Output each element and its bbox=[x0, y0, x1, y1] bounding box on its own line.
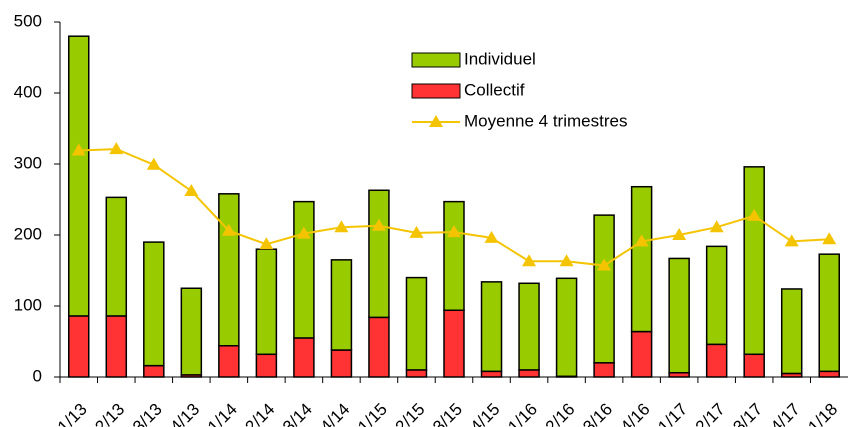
line-marker bbox=[634, 234, 649, 247]
line-marker bbox=[822, 232, 837, 245]
bar-segment bbox=[293, 200, 315, 339]
x-tick-label: 2/13 bbox=[91, 400, 128, 427]
bar-segment bbox=[218, 345, 240, 378]
line-marker bbox=[559, 254, 574, 267]
bar-segment bbox=[443, 200, 465, 312]
x-tick-label: 4/15 bbox=[467, 400, 504, 427]
bar-segment bbox=[480, 281, 503, 373]
legend-label: Individuel bbox=[464, 49, 536, 68]
x-tick-label: 1/17 bbox=[654, 400, 691, 427]
y-tick-label: 200 bbox=[14, 224, 42, 243]
bar-segment bbox=[180, 287, 203, 376]
bar-segment bbox=[255, 353, 278, 378]
legend-label: Collectif bbox=[464, 80, 525, 99]
x-tick-label: 2/15 bbox=[392, 400, 429, 427]
line-marker bbox=[71, 143, 86, 156]
bar-segment bbox=[630, 185, 653, 333]
line-marker bbox=[371, 218, 386, 231]
x-tick-label: 1/16 bbox=[504, 400, 541, 427]
y-tick-label: 300 bbox=[14, 153, 42, 172]
bar-segment bbox=[705, 343, 728, 378]
bar-segment bbox=[518, 369, 540, 378]
line-marker bbox=[409, 225, 424, 238]
bar-segment bbox=[518, 282, 540, 371]
bar-segment bbox=[818, 253, 840, 373]
x-tick-label: 4/17 bbox=[767, 400, 804, 427]
line-marker bbox=[709, 220, 724, 233]
line-marker bbox=[597, 258, 612, 271]
x-tick-label: 3/15 bbox=[429, 400, 466, 427]
bar-segment bbox=[293, 337, 315, 378]
x-tick-label: 1/15 bbox=[354, 400, 391, 427]
bar-segment bbox=[668, 257, 690, 374]
bar-segment bbox=[368, 316, 390, 378]
y-tick-label: 100 bbox=[14, 295, 42, 314]
bar-segment bbox=[443, 309, 465, 378]
bar-segment bbox=[405, 369, 428, 378]
x-tick-label: 3/17 bbox=[729, 400, 766, 427]
bar-segment bbox=[743, 353, 765, 378]
line-marker bbox=[484, 230, 499, 243]
line-marker bbox=[296, 226, 311, 239]
bar-segment bbox=[705, 245, 728, 346]
legend-swatch bbox=[411, 52, 461, 68]
bar-segment bbox=[68, 35, 90, 317]
x-tick-label: 4/14 bbox=[317, 400, 354, 427]
bar-segment bbox=[818, 370, 840, 378]
line-marker bbox=[221, 223, 236, 236]
bar-segment bbox=[105, 315, 128, 378]
line-marker bbox=[259, 237, 274, 250]
x-tick-label: 3/14 bbox=[279, 400, 316, 427]
y-tick-label: 0 bbox=[33, 366, 42, 385]
x-tick-label: 1/13 bbox=[54, 400, 91, 427]
bar-segment bbox=[330, 349, 353, 378]
bar-segment bbox=[218, 193, 240, 347]
bar-segment bbox=[555, 277, 578, 378]
x-tick-label: 3/13 bbox=[129, 400, 166, 427]
x-tick-label: 4/16 bbox=[617, 400, 654, 427]
line-marker bbox=[747, 208, 762, 221]
bar-segment bbox=[593, 214, 615, 364]
line-marker bbox=[447, 225, 461, 238]
line-marker bbox=[109, 142, 124, 155]
bar-segment bbox=[68, 315, 90, 378]
bar-segment bbox=[143, 241, 165, 367]
y-tick-label: 400 bbox=[14, 82, 42, 101]
x-tick-label: 1/18 bbox=[804, 400, 841, 427]
line-marker bbox=[784, 234, 799, 247]
x-tick-label: 4/13 bbox=[166, 400, 203, 427]
x-tick-label: 1/14 bbox=[204, 400, 241, 427]
x-tick-label: 2/14 bbox=[242, 400, 279, 427]
line-marker bbox=[672, 228, 687, 240]
bar-segment bbox=[743, 166, 765, 356]
x-tick-label: 2/16 bbox=[542, 400, 579, 427]
bar-segment bbox=[330, 259, 353, 351]
bar-segment bbox=[593, 362, 615, 378]
legend-marker bbox=[429, 115, 443, 127]
bar-segment bbox=[105, 196, 128, 317]
x-tick-label: 3/16 bbox=[579, 400, 616, 427]
bar-segment bbox=[143, 364, 165, 378]
legend-label: Moyenne 4 trimestres bbox=[464, 111, 627, 130]
line-marker bbox=[522, 254, 537, 267]
legend-swatch bbox=[411, 83, 461, 99]
line-marker bbox=[334, 220, 349, 233]
bar-segment bbox=[480, 370, 503, 378]
bar-segment bbox=[780, 288, 803, 375]
bar-segment bbox=[368, 189, 390, 319]
bar-segment bbox=[405, 276, 428, 371]
x-tick-label: 2/17 bbox=[692, 400, 729, 427]
bar-segment bbox=[255, 248, 278, 356]
line-marker bbox=[184, 183, 199, 196]
y-tick-label: 500 bbox=[14, 11, 42, 30]
bar-segment bbox=[630, 330, 653, 378]
line-marker bbox=[146, 157, 161, 170]
